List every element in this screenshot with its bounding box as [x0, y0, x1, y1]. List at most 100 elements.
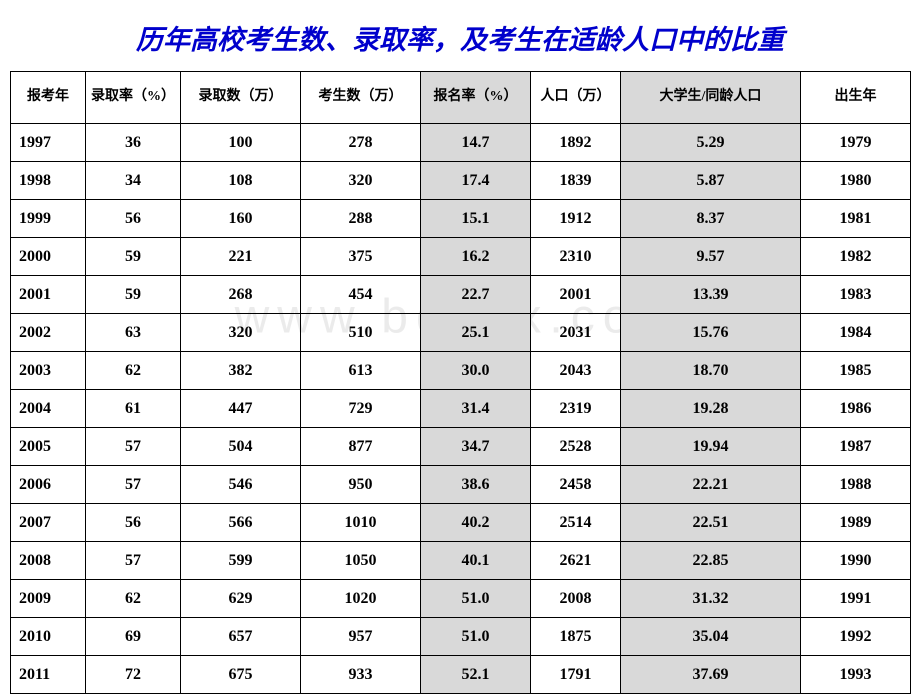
cell-student_ratio: 19.94: [621, 428, 801, 466]
cell-signup_rate: 40.1: [421, 542, 531, 580]
header-population: 人口（万）: [531, 72, 621, 124]
cell-admit_rate: 59: [86, 276, 181, 314]
cell-student_ratio: 13.39: [621, 276, 801, 314]
cell-student_ratio: 8.37: [621, 200, 801, 238]
cell-population: 2001: [531, 276, 621, 314]
cell-signup_rate: 40.2: [421, 504, 531, 542]
table-row: 20106965795751.0187535.041992: [11, 618, 911, 656]
cell-exam_count: 957: [301, 618, 421, 656]
cell-exam_year: 1997: [11, 124, 86, 162]
cell-exam_count: 454: [301, 276, 421, 314]
cell-admit_count: 320: [181, 314, 301, 352]
table-row: 20005922137516.223109.571982: [11, 238, 911, 276]
cell-admit_count: 599: [181, 542, 301, 580]
page-title: 历年高校考生数、录取率，及考生在适龄人口中的比重: [0, 0, 920, 71]
cell-exam_count: 278: [301, 124, 421, 162]
cell-birth_year: 1992: [801, 618, 911, 656]
cell-student_ratio: 9.57: [621, 238, 801, 276]
cell-exam_count: 729: [301, 390, 421, 428]
cell-signup_rate: 52.1: [421, 656, 531, 694]
cell-admit_rate: 57: [86, 466, 181, 504]
cell-admit_count: 382: [181, 352, 301, 390]
cell-exam_year: 2004: [11, 390, 86, 428]
cell-signup_rate: 38.6: [421, 466, 531, 504]
cell-birth_year: 1988: [801, 466, 911, 504]
cell-birth_year: 1993: [801, 656, 911, 694]
cell-exam_count: 877: [301, 428, 421, 466]
cell-signup_rate: 22.7: [421, 276, 531, 314]
cell-exam_year: 2009: [11, 580, 86, 618]
cell-exam_count: 613: [301, 352, 421, 390]
table-body: 19973610027814.718925.291979199834108320…: [11, 124, 911, 694]
cell-exam_year: 2008: [11, 542, 86, 580]
header-exam-count: 考生数（万）: [301, 72, 421, 124]
cell-signup_rate: 30.0: [421, 352, 531, 390]
cell-population: 2031: [531, 314, 621, 352]
cell-signup_rate: 31.4: [421, 390, 531, 428]
cell-birth_year: 1987: [801, 428, 911, 466]
cell-exam_year: 2000: [11, 238, 86, 276]
header-admit-rate: 录取率（%）: [86, 72, 181, 124]
cell-exam_count: 1050: [301, 542, 421, 580]
cell-birth_year: 1984: [801, 314, 911, 352]
cell-admit_rate: 56: [86, 504, 181, 542]
cell-birth_year: 1981: [801, 200, 911, 238]
cell-population: 2043: [531, 352, 621, 390]
table-row: 19995616028815.119128.371981: [11, 200, 911, 238]
cell-birth_year: 1990: [801, 542, 911, 580]
cell-student_ratio: 31.32: [621, 580, 801, 618]
table-row: 200756566101040.2251422.511989: [11, 504, 911, 542]
header-birth-year: 出生年: [801, 72, 911, 124]
cell-admit_count: 268: [181, 276, 301, 314]
cell-population: 2514: [531, 504, 621, 542]
table-row: 200857599105040.1262122.851990: [11, 542, 911, 580]
cell-exam_year: 2006: [11, 466, 86, 504]
cell-student_ratio: 35.04: [621, 618, 801, 656]
cell-exam_count: 1010: [301, 504, 421, 542]
data-table: 报考年 录取率（%） 录取数（万） 考生数（万） 报名率（%） 人口（万） 大学…: [10, 71, 911, 694]
cell-exam_count: 288: [301, 200, 421, 238]
cell-admit_rate: 63: [86, 314, 181, 352]
cell-admit_rate: 61: [86, 390, 181, 428]
cell-exam_year: 2001: [11, 276, 86, 314]
cell-exam_count: 933: [301, 656, 421, 694]
cell-signup_rate: 25.1: [421, 314, 531, 352]
cell-student_ratio: 19.28: [621, 390, 801, 428]
table-row: 20026332051025.1203115.761984: [11, 314, 911, 352]
cell-student_ratio: 37.69: [621, 656, 801, 694]
cell-admit_rate: 62: [86, 580, 181, 618]
cell-admit_rate: 34: [86, 162, 181, 200]
cell-exam_count: 1020: [301, 580, 421, 618]
cell-exam_count: 320: [301, 162, 421, 200]
table-row: 20046144772931.4231919.281986: [11, 390, 911, 428]
table-row: 20055750487734.7252819.941987: [11, 428, 911, 466]
cell-admit_rate: 59: [86, 238, 181, 276]
cell-birth_year: 1991: [801, 580, 911, 618]
cell-student_ratio: 5.87: [621, 162, 801, 200]
cell-student_ratio: 22.85: [621, 542, 801, 580]
cell-student_ratio: 15.76: [621, 314, 801, 352]
header-exam-year: 报考年: [11, 72, 86, 124]
cell-admit_count: 566: [181, 504, 301, 542]
table-row: 20117267593352.1179137.691993: [11, 656, 911, 694]
table-row: 20036238261330.0204318.701985: [11, 352, 911, 390]
cell-exam_year: 2007: [11, 504, 86, 542]
cell-birth_year: 1985: [801, 352, 911, 390]
cell-birth_year: 1983: [801, 276, 911, 314]
cell-birth_year: 1980: [801, 162, 911, 200]
table-row: 20065754695038.6245822.211988: [11, 466, 911, 504]
cell-exam_year: 2010: [11, 618, 86, 656]
cell-exam_year: 2002: [11, 314, 86, 352]
cell-admit_rate: 57: [86, 428, 181, 466]
cell-signup_rate: 51.0: [421, 580, 531, 618]
cell-signup_rate: 16.2: [421, 238, 531, 276]
cell-exam_count: 950: [301, 466, 421, 504]
cell-population: 1892: [531, 124, 621, 162]
header-signup-rate: 报名率（%）: [421, 72, 531, 124]
cell-admit_count: 657: [181, 618, 301, 656]
cell-population: 2528: [531, 428, 621, 466]
cell-population: 2008: [531, 580, 621, 618]
cell-exam_year: 2003: [11, 352, 86, 390]
cell-birth_year: 1982: [801, 238, 911, 276]
cell-student_ratio: 18.70: [621, 352, 801, 390]
